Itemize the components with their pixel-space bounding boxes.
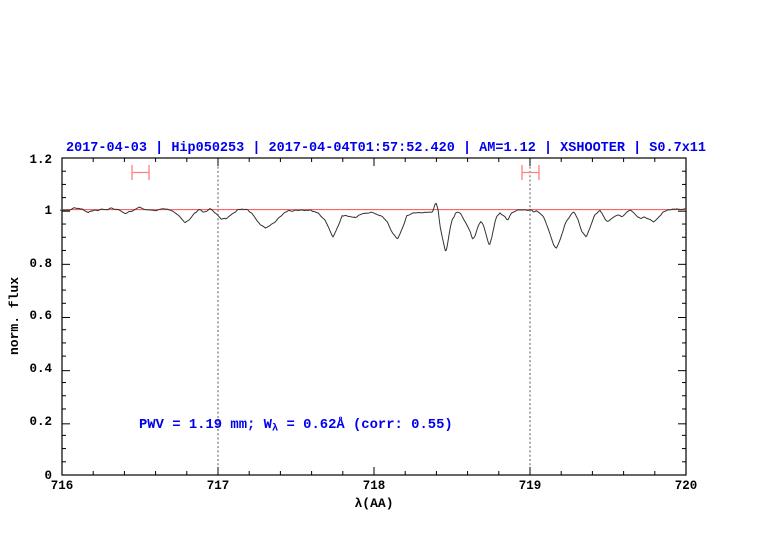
svg-text:719: 719 — [519, 479, 542, 493]
svg-text:720: 720 — [675, 479, 698, 493]
svg-text:0.4: 0.4 — [29, 362, 52, 376]
svg-text:2017-04-03 | Hip050253 | 2017-: 2017-04-03 | Hip050253 | 2017-04-04T01:5… — [66, 141, 706, 156]
svg-text:718: 718 — [363, 479, 386, 493]
svg-text:716: 716 — [51, 479, 74, 493]
svg-text:PWV = 1.19 mm; Wλ = 0.62Å (cor: PWV = 1.19 mm; Wλ = 0.62Å (corr: 0.55) — [139, 416, 453, 435]
svg-text:λ(AA): λ(AA) — [354, 496, 393, 511]
svg-text:norm. flux: norm. flux — [7, 277, 22, 355]
svg-text:0.8: 0.8 — [29, 257, 52, 271]
svg-text:1: 1 — [44, 204, 52, 218]
svg-text:0.2: 0.2 — [29, 415, 52, 429]
svg-text:0.6: 0.6 — [29, 309, 52, 323]
svg-text:717: 717 — [207, 479, 230, 493]
svg-text:1.2: 1.2 — [29, 153, 52, 167]
